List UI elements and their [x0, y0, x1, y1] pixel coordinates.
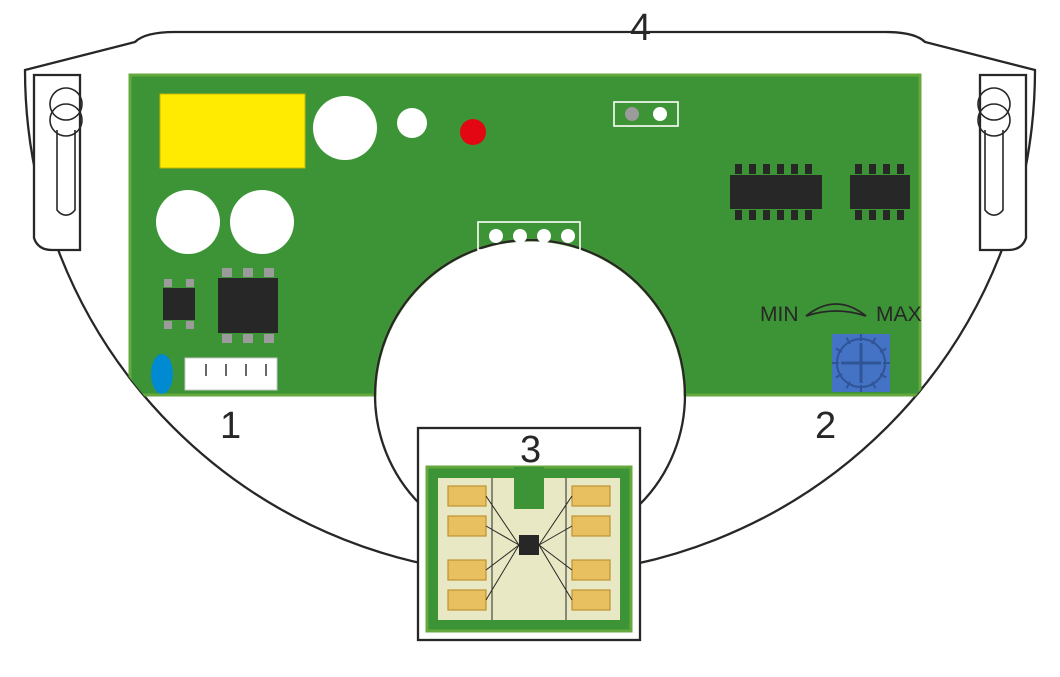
callout-3: 3 [520, 429, 541, 471]
callout-1: 1 [220, 405, 241, 447]
capacitor-2 [156, 190, 220, 254]
capacitor-3 [230, 190, 294, 254]
status-led [460, 119, 486, 145]
tantalum-cap [151, 354, 173, 394]
standoff-hole [397, 108, 427, 138]
min-label: MIN [760, 303, 799, 326]
terminal-connector [185, 358, 277, 390]
mcu-ic [730, 175, 822, 209]
regulator-ic [218, 278, 278, 333]
pir-sensor-diagram: MIN MAX 1 2 3 4 [0, 0, 1060, 677]
callout-2: 2 [815, 405, 836, 447]
capacitor-1 [313, 96, 377, 160]
relay-block [160, 94, 305, 168]
driver-ic [850, 175, 910, 209]
max-label: MAX [876, 303, 922, 326]
small-ic [163, 288, 195, 320]
pir-die [519, 535, 539, 555]
callout-4: 4 [630, 7, 651, 49]
